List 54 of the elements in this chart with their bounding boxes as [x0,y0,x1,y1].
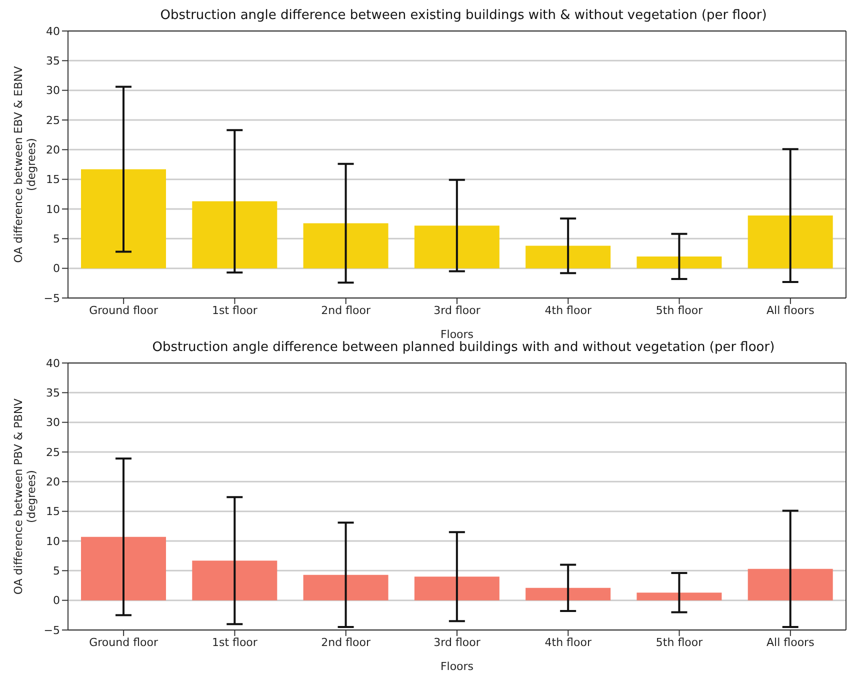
x-tick-label: 1st floor [212,636,258,649]
chart-title: Obstruction angle difference between existing buildings with & without vegetation (per floor) [159,8,768,24]
y-tick-label: 30 [46,416,60,430]
x-tick-label: 5th floor [656,636,704,649]
bar [81,536,166,600]
y-tick-label: 10 [46,534,60,548]
bar [192,560,278,600]
chart-title: Obstruction angle difference between planned buildings with and without vegetation (per floor) [151,340,776,356]
y-tick-label: −5 [44,292,60,305]
x-tick-label: 1st floor [212,304,258,317]
bar [192,201,278,268]
bar [303,223,388,268]
bar [414,226,500,268]
x-axis-title: Floors [440,328,474,341]
x-tick-label: Ground floor [89,636,158,649]
y-axis-title: OA difference between EBV & EBNV (degrees) [12,66,38,263]
y-tick-label: 20 [46,144,60,157]
bar [636,592,722,600]
bar [748,216,833,268]
y-tick-label: 10 [46,202,60,216]
bar [748,568,833,600]
bar [414,576,500,600]
x-tick-label: 3rd floor [434,636,481,649]
y-tick-label: 35 [46,386,60,400]
x-tick-label: 2nd floor [321,636,372,649]
y-tick-label: −5 [44,624,60,637]
x-tick-label: 4th floor [544,304,592,317]
y-tick-label: 5 [53,232,60,246]
bar [526,588,611,600]
x-tick-label: 3rd floor [434,304,481,317]
x-tick-label: 2nd floor [321,304,372,317]
bar [636,256,722,268]
x-axis-title: Floors [440,660,474,673]
y-tick-label: 25 [46,446,60,459]
y-tick-label: 20 [46,476,60,489]
y-tick-label: 25 [46,114,60,127]
y-tick-label: 0 [53,594,60,608]
bar [81,169,166,268]
y-tick-label: 40 [46,24,60,38]
y-tick-label: 15 [46,505,60,518]
bar [303,574,388,600]
y-tick-label: 0 [53,262,60,276]
y-tick-label: 40 [46,356,60,370]
y-tick-label: 35 [46,54,60,68]
x-tick-label: All floors [766,636,815,649]
y-tick-label: 30 [46,84,60,98]
bar [526,246,611,268]
y-tick-label: 15 [46,173,60,186]
x-tick-label: All floors [766,304,815,317]
y-axis-title: OA difference between PBV & PBNV (degrees) [12,398,38,595]
x-tick-label: 4th floor [544,636,592,649]
y-tick-label: 5 [53,564,60,578]
x-tick-label: 5th floor [656,304,704,317]
x-tick-label: Ground floor [89,304,158,317]
